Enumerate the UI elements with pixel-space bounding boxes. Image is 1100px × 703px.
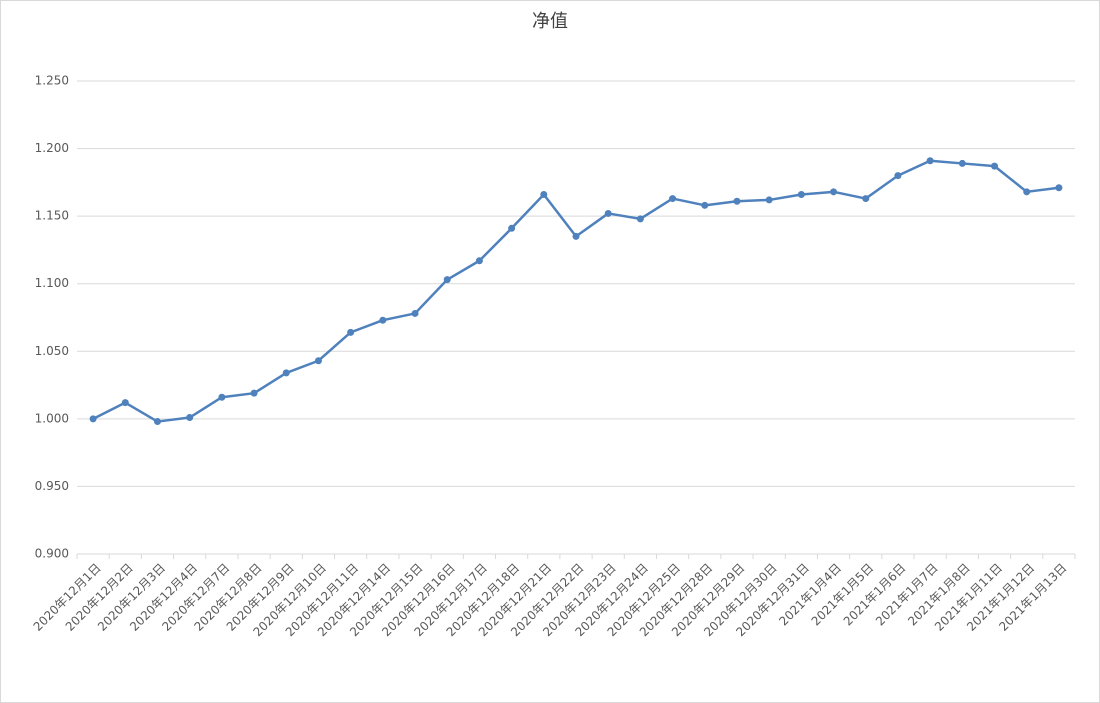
data-point [282,369,290,377]
data-point [89,415,97,423]
y-tick-label: 1.150 [35,209,69,223]
data-point [733,197,741,205]
data-point [636,215,644,223]
data-point [314,357,322,365]
data-point [862,195,870,203]
chart-title: 净值 [532,11,568,32]
data-point [540,191,548,199]
data-point [701,201,709,209]
y-tick-label: 0.950 [35,479,69,493]
data-point [926,157,934,165]
y-tick-label: 0.900 [35,547,69,561]
data-point [894,172,902,180]
data-point [765,196,773,204]
data-point [411,309,419,317]
data-point [604,209,612,217]
data-point [475,257,483,265]
data-point [153,418,161,426]
data-point [508,224,516,232]
data-point [218,393,226,401]
data-point [572,232,580,240]
y-tick-label: 1.050 [35,344,69,358]
data-point [1023,188,1031,196]
data-point [121,399,129,407]
data-point [797,191,805,199]
data-point [958,159,966,167]
y-tick-label: 1.000 [35,411,69,425]
data-point [443,276,451,284]
data-point [991,162,999,170]
data-point [379,316,387,324]
data-point [250,389,258,397]
data-point [669,195,677,203]
y-tick-label: 1.250 [35,74,69,88]
y-tick-label: 1.200 [35,141,69,155]
data-point [830,188,838,196]
data-point [347,328,355,336]
y-tick-label: 1.100 [35,276,69,290]
data-point [1055,184,1063,192]
data-point [186,414,194,422]
